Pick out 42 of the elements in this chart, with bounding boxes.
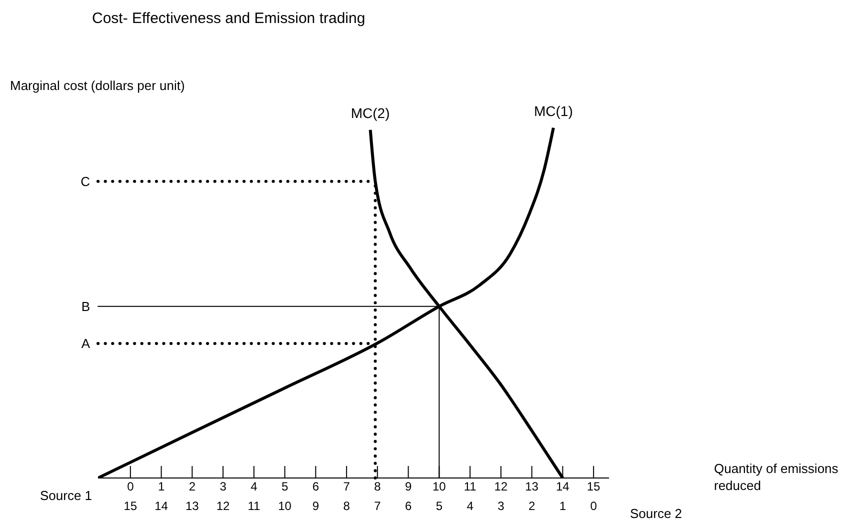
ref-line-label: C [80, 174, 90, 189]
x2-tick-label: 11 [248, 499, 260, 513]
x-tick-label: 12 [494, 480, 508, 494]
x-tick-label: 0 [127, 480, 134, 494]
x2-tick-label: 12 [216, 499, 230, 513]
x-tick-label: 15 [586, 480, 601, 494]
x-tick-label: 13 [525, 480, 539, 494]
x-tick-label: 8 [374, 480, 382, 494]
x2-tick-label: 3 [498, 499, 505, 513]
x2-tick-label: 13 [185, 499, 200, 513]
series-label: MC(2) [350, 104, 390, 121]
series-label: MC(1) [534, 102, 573, 119]
chart-title: Cost- Effectiveness and Emission trading [92, 10, 366, 27]
x-tick-label: 6 [312, 480, 320, 494]
text: Quantity of emissions reduced [714, 460, 840, 494]
x2-tick-label: 8 [343, 499, 350, 513]
x-tick-label: 3 [220, 480, 227, 494]
x2-tick-label: 0 [590, 499, 598, 513]
x2-tick-label: 2 [528, 499, 536, 513]
x-tick-label: 5 [281, 480, 288, 494]
x2-tick-label: 10 [278, 499, 292, 513]
x-tick-label: 10 [432, 480, 446, 494]
y-axis-title: Marginal cost (dollars per unit) [10, 78, 185, 93]
x-tick-label: 7 [343, 480, 350, 494]
x2-tick-label: 9 [312, 499, 320, 513]
x-tick-label: 2 [188, 480, 196, 494]
ref-line-label: B [81, 299, 90, 314]
x2-tick-label: 7 [374, 499, 382, 513]
x-tick-label: 1 [158, 480, 165, 494]
x-tick-label: 4 [250, 480, 258, 494]
x2-tick-label: 1 [559, 499, 566, 513]
x2-tick-label: 6 [404, 499, 412, 513]
x-tick-label: 14 [556, 480, 570, 494]
x2-tick-label: 14 [154, 499, 168, 513]
x2-tick-label: 15 [124, 499, 138, 513]
x-tick-label: 11 [464, 480, 477, 494]
x-axis-title: Source 1 [40, 488, 92, 503]
x2-tick-label: 4 [466, 499, 474, 513]
x2-tick-label: 5 [436, 499, 443, 513]
x2-axis-title: Source 2 [630, 506, 682, 521]
ref-line-label: A [81, 336, 90, 352]
x-tick-label: 9 [404, 480, 412, 494]
